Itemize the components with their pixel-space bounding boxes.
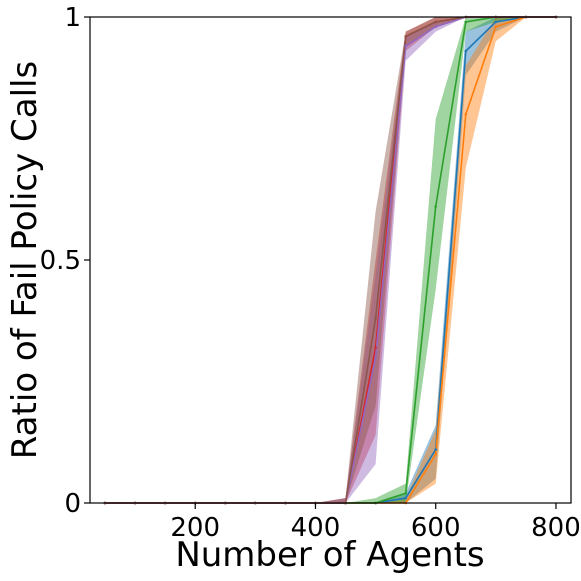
series-6-point [434, 20, 438, 24]
series-2-point [464, 112, 468, 116]
series-6-line [105, 16, 556, 504]
series-6-band [105, 17, 556, 503]
series-5-point [404, 44, 408, 48]
series-1-point [434, 448, 438, 451]
series-4-point [374, 346, 377, 349]
series-2-band [105, 17, 556, 503]
series-3-line [105, 16, 556, 504]
plot-frame [89, 16, 572, 504]
x-tick-label: 200 [170, 513, 220, 543]
series-1-band [105, 17, 556, 503]
y-axis-label: Ratio of Fail Policy Calls [5, 61, 45, 459]
series-1-line [105, 16, 556, 504]
series-lines [105, 16, 556, 504]
series-4-line [105, 16, 556, 504]
confidence-bands [105, 17, 556, 503]
series-2-line [105, 16, 556, 504]
series-5-point [374, 355, 377, 359]
series-4-band [105, 17, 556, 503]
series-2-point [494, 25, 498, 29]
x-tick-label: 600 [411, 513, 461, 543]
series-6-point [374, 317, 377, 320]
series-2-point [434, 453, 438, 456]
x-axis-label: Number of Agents [175, 535, 484, 575]
series-3-band [105, 17, 556, 503]
series-3-point [404, 492, 408, 495]
series-3-point [464, 20, 468, 24]
series-1-point [464, 49, 468, 53]
y-tick-label: 1 [64, 3, 81, 33]
x-tick-label: 800 [531, 513, 581, 543]
x-tick-label: 400 [291, 513, 341, 543]
ticks: 200 400 600 800 0 0.5 1 [40, 3, 581, 543]
series-1-point [494, 20, 498, 24]
series-1-point [404, 496, 408, 500]
series-5-band [105, 17, 556, 503]
series-3-point [434, 205, 438, 208]
axes [89, 16, 572, 504]
series-6-point [404, 35, 408, 38]
series-5-line [105, 16, 556, 504]
y-tick-label: 0.5 [40, 246, 81, 276]
y-tick-label: 0 [64, 489, 81, 519]
series-points [103, 15, 558, 505]
series-5-point [434, 25, 438, 29]
